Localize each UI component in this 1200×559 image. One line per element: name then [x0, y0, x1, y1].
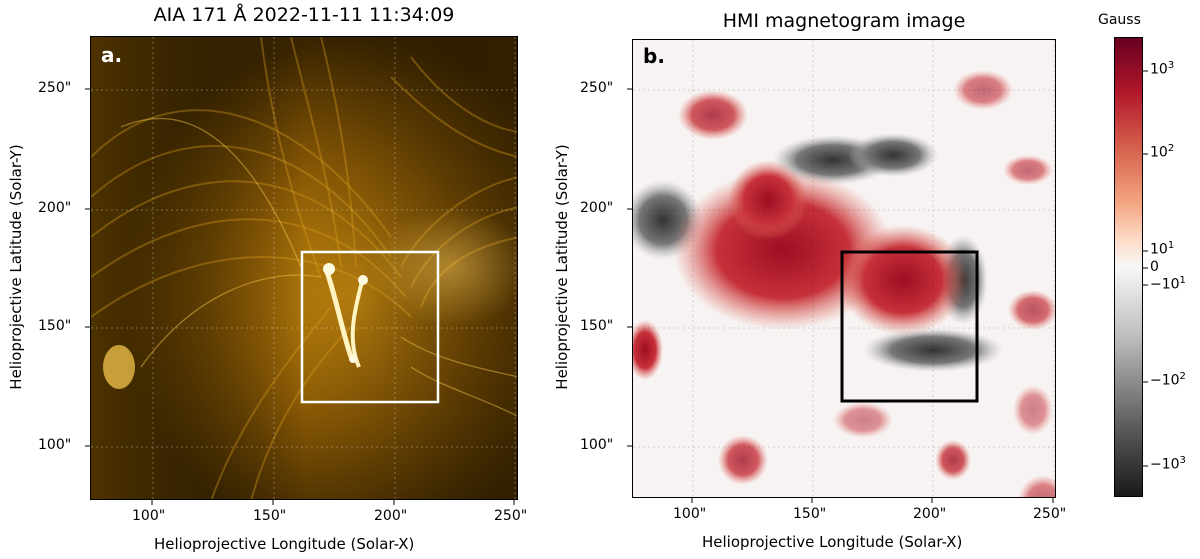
panel-b-ytick-250: 250"	[580, 80, 614, 96]
colorbar-tick-pos-100: 102	[1150, 143, 1175, 161]
panel-b-ytick-100: 100"	[580, 437, 614, 453]
colorbar-tick-zero: 0	[1150, 259, 1159, 275]
aia-171-image	[91, 37, 517, 499]
colorbar	[1114, 37, 1143, 497]
hmi-magnetogram-plot: b.	[632, 39, 1056, 498]
panel-b-xtick-200: 200"	[913, 506, 947, 522]
panel-b-letter: b.	[643, 44, 665, 68]
hmi-magnetogram-image	[633, 40, 1055, 497]
colorbar-tick-neg-10: −101	[1150, 275, 1186, 293]
panel-b-xtick-250: 250"	[1033, 506, 1067, 522]
panel-a-ytick-150: 150"	[38, 318, 72, 334]
region-box	[300, 250, 440, 404]
panel-a-ytick-200: 200"	[38, 200, 72, 216]
panel-a-xtick-250: 250"	[494, 508, 528, 524]
colorbar-tick-neg-100: −102	[1150, 371, 1186, 389]
colorbar-tick-pos-10: 101	[1150, 240, 1175, 258]
panel-b-ytick-150: 150"	[580, 318, 614, 334]
panel-a-ytick-250: 250"	[38, 80, 72, 96]
panel-b-xtick-150: 150"	[793, 506, 827, 522]
colorbar-tick-neg-1000: −103	[1150, 455, 1186, 473]
panel-b-xtick-100: 100"	[673, 506, 707, 522]
colorbar-title: Gauss	[1098, 12, 1141, 28]
aia-171-image-plot: a.	[90, 36, 518, 500]
panel-b-xlabel: Helioprojective Longitude (Solar-X)	[702, 533, 963, 551]
colorbar-tick-pos-1000: 103	[1150, 60, 1175, 78]
panel-a-title: AIA 171 Å 2022-11-11 11:34:09	[153, 4, 455, 26]
panel-b-ytick-200: 200"	[580, 200, 614, 216]
panel-a-xtick-150: 150"	[253, 508, 287, 524]
panel-b-title: HMI magnetogram image	[722, 10, 966, 32]
region-box	[840, 250, 979, 403]
panel-a-letter: a.	[101, 43, 123, 67]
panel-a-ytick-100: 100"	[38, 437, 72, 453]
panel-a-xtick-100: 100"	[132, 508, 166, 524]
panel-a-xlabel: Helioprojective Longitude (Solar-X)	[154, 535, 415, 553]
panel-a-xtick-200: 200"	[374, 508, 408, 524]
